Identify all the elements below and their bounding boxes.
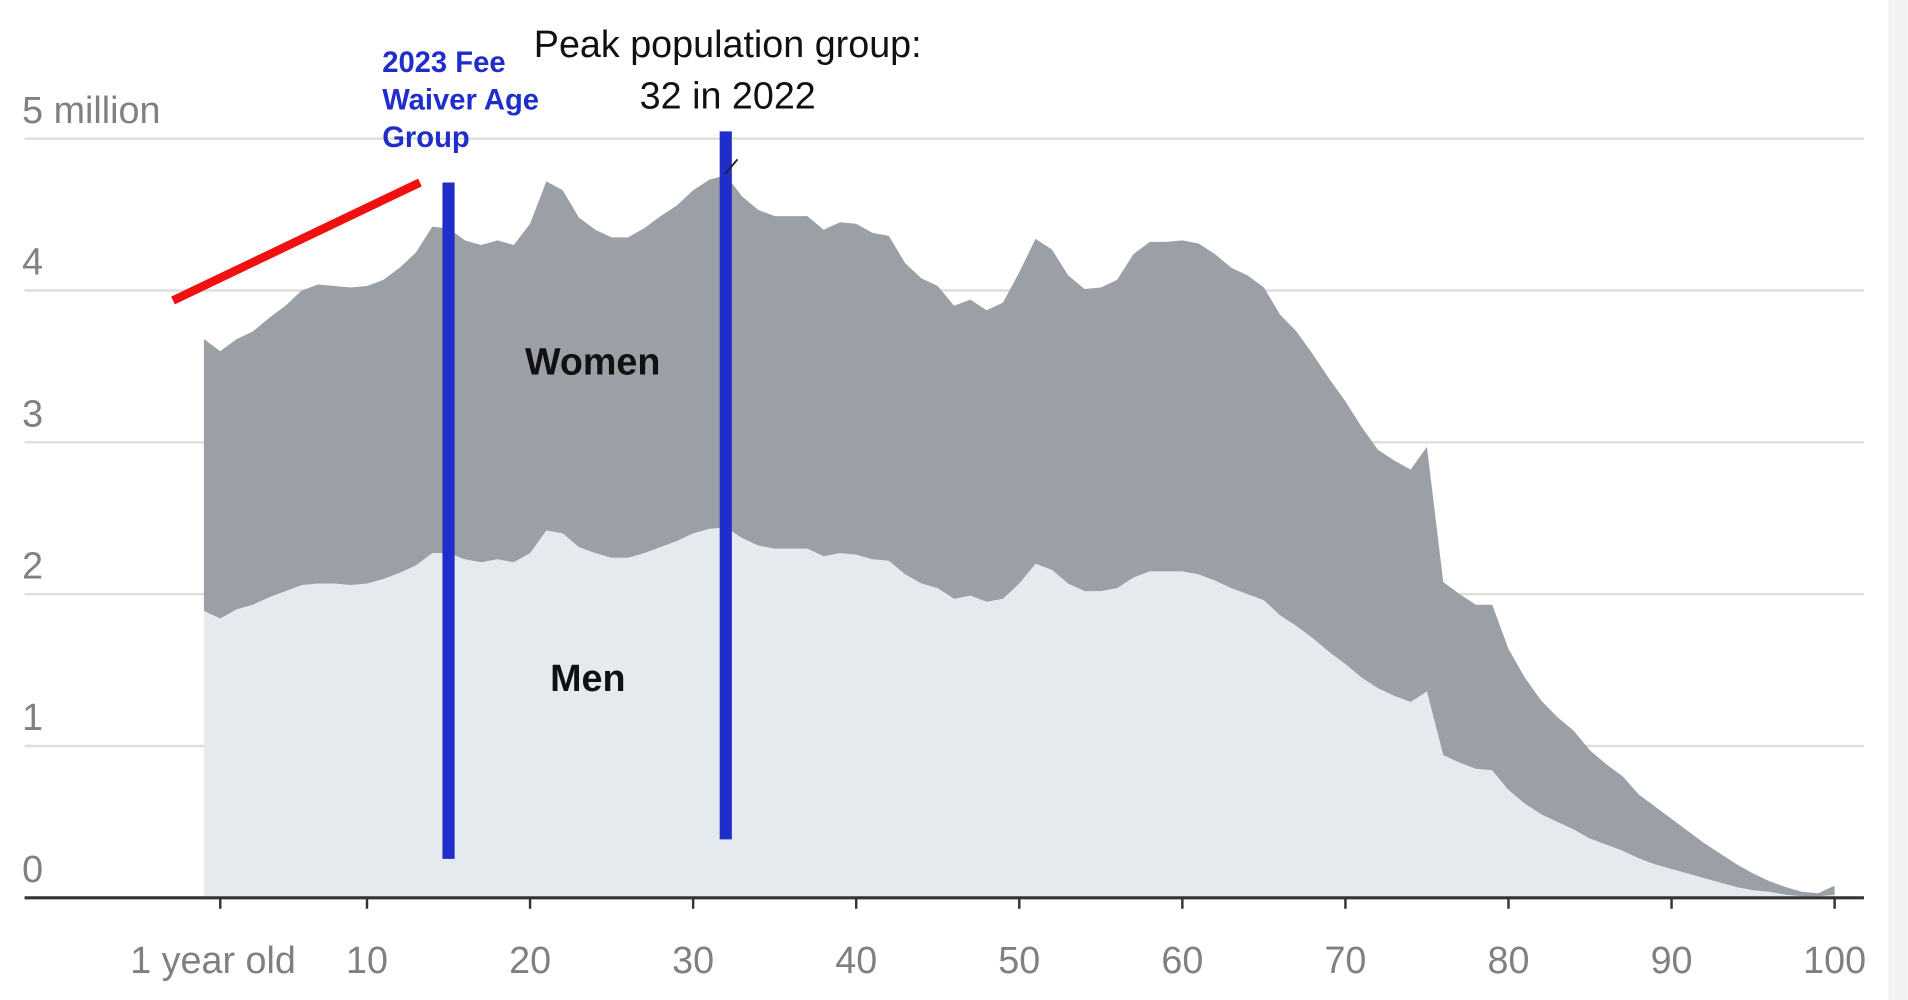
- overlay: 0 1 2 3 4 5 million Men Women 1 year old 10 20 30 40…: [22, 23, 1866, 981]
- y-tick-label: 1: [22, 696, 43, 738]
- x-tick-label: 10: [346, 939, 388, 981]
- area-1: [203, 175, 1835, 897]
- peak-label: 32 in 2022: [640, 74, 816, 116]
- peak-pointer: [724, 158, 739, 175]
- area-0: [203, 527, 1835, 898]
- red-annotation-line: [171, 178, 422, 305]
- y-tick-label: 5 million: [22, 89, 160, 131]
- series-label: Women: [525, 341, 660, 383]
- y-tick-label: 2: [22, 544, 43, 586]
- x-tick-label: 20: [509, 939, 551, 981]
- x-tick-label: 70: [1324, 939, 1366, 981]
- edge-strip: [1888, 0, 1908, 1000]
- x-tick-label: 30: [672, 939, 714, 981]
- x-tick-label: 1 year old: [130, 939, 296, 981]
- areas: [203, 175, 1835, 898]
- x-tick-label: 80: [1488, 939, 1530, 981]
- fee-waiver-label: Group: [382, 122, 470, 154]
- x-tick-label: 50: [998, 939, 1040, 981]
- y-tick-label: 0: [22, 848, 43, 890]
- y-tick-label: 4: [22, 241, 43, 283]
- x-tick-label: 90: [1651, 939, 1693, 981]
- x-tick-label: 100: [1803, 939, 1866, 981]
- x-tick-label: 60: [1161, 939, 1203, 981]
- y-tick-label: 3: [22, 393, 43, 435]
- peak-label: Peak population group:: [534, 23, 922, 65]
- series-label: Men: [550, 657, 625, 699]
- fee-waiver-label: Waiver Age: [382, 84, 539, 116]
- fee-waiver-label: 2023 Fee: [382, 47, 505, 79]
- x-tick-label: 40: [835, 939, 877, 981]
